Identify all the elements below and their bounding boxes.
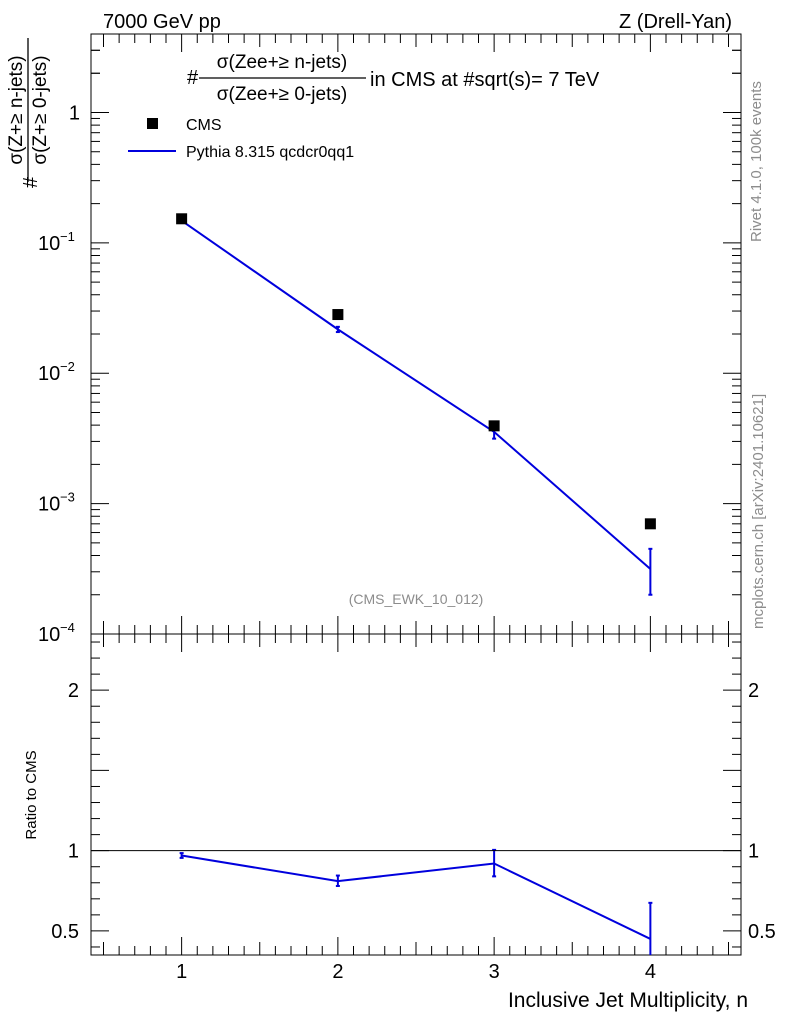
header-right: Z (Drell-Yan) xyxy=(619,11,732,33)
ylabel-numerator: σ(Z+≥ n-jets) xyxy=(6,55,27,164)
x-tick-label: 2 xyxy=(332,961,343,983)
cms-data-point xyxy=(332,309,344,321)
main-axis-ticks xyxy=(91,33,741,635)
title-suffix: in CMS at #sqrt(s)= 7 TeV xyxy=(370,69,600,91)
ratio-y-tick-label-left: 1 xyxy=(68,841,79,863)
cms-data-point xyxy=(176,213,188,225)
x-tick-label: 4 xyxy=(645,961,656,983)
y-tick-label-exponent: −4 xyxy=(60,620,75,635)
y-tick-label: 10 xyxy=(38,363,60,385)
x-axis-label: Inclusive Jet Multiplicity, n xyxy=(508,989,748,1012)
x-axis-ticks xyxy=(103,34,729,955)
main-y-tick-labels: 110−110−210−310−4 xyxy=(38,102,80,646)
ratio-pythia-line xyxy=(181,854,651,940)
x-tick-label: 3 xyxy=(489,961,500,983)
ratio-y-tick-labels: 0.5 0.5 1 1 2 2 xyxy=(51,680,776,943)
mcplots-text: mcplots.cern.ch [arXiv:2401.10621] xyxy=(750,394,767,629)
plot-title: # σ(Zee+≥ n-jets) σ(Zee+≥ 0-jets) in CMS… xyxy=(187,52,600,105)
ratio-y-tick-label-left: 2 xyxy=(68,680,79,702)
legend-label-pythia: Pythia 8.315 qcdcr0qq1 xyxy=(186,144,354,161)
y-tick-label-exponent: −1 xyxy=(60,229,75,244)
x-tick-label: 1 xyxy=(176,961,187,983)
ratio-y-tick-label-right: 2 xyxy=(748,680,759,702)
y-tick-label-exponent: −3 xyxy=(60,490,75,505)
header-left: 7000 GeV pp xyxy=(103,11,221,33)
ylabel-denominator: σ(Z+≥ 0-jets) xyxy=(30,55,51,164)
title-numerator: σ(Zee+≥ n-jets) xyxy=(217,52,347,73)
ratio-plot-frame xyxy=(90,633,742,956)
ylabel-prefix: # xyxy=(20,176,42,188)
legend-label-cms: CMS xyxy=(186,117,222,134)
y-tick-label: 10 xyxy=(38,624,60,646)
y-tick-label-exponent: −2 xyxy=(60,359,75,374)
ratio-series xyxy=(179,848,653,955)
main-y-axis-label: # σ(Z+≥ n-jets) σ(Z+≥ 0-jets) xyxy=(6,38,51,188)
ratio-y-tick-label-left: 0.5 xyxy=(51,921,79,943)
ratio-axis-ticks xyxy=(91,641,741,948)
cms-data-point xyxy=(644,518,656,530)
x-tick-labels: 1 2 3 4 xyxy=(176,961,656,983)
rivet-version-text: Rivet 4.1.0, 100k events xyxy=(748,81,765,242)
y-tick-label: 1 xyxy=(69,102,80,124)
ratio-y-tick-label-right: 1 xyxy=(748,841,759,863)
legend-marker-cms xyxy=(147,118,158,129)
pythia-line xyxy=(181,219,652,570)
cms-data-point xyxy=(488,420,500,432)
main-series xyxy=(176,213,656,596)
title-denominator: σ(Zee+≥ 0-jets) xyxy=(217,84,347,105)
ratio-y-tick-label-right: 0.5 xyxy=(748,921,776,943)
legend: CMS Pythia 8.315 qcdcr0qq1 xyxy=(128,117,354,161)
ratio-y-axis-label: Ratio to CMS xyxy=(23,750,40,839)
analysis-label: (CMS_EWK_10_012) xyxy=(349,591,484,607)
y-tick-label: 10 xyxy=(38,233,60,255)
title-prefix: # xyxy=(187,67,199,89)
y-tick-label: 10 xyxy=(38,494,60,516)
